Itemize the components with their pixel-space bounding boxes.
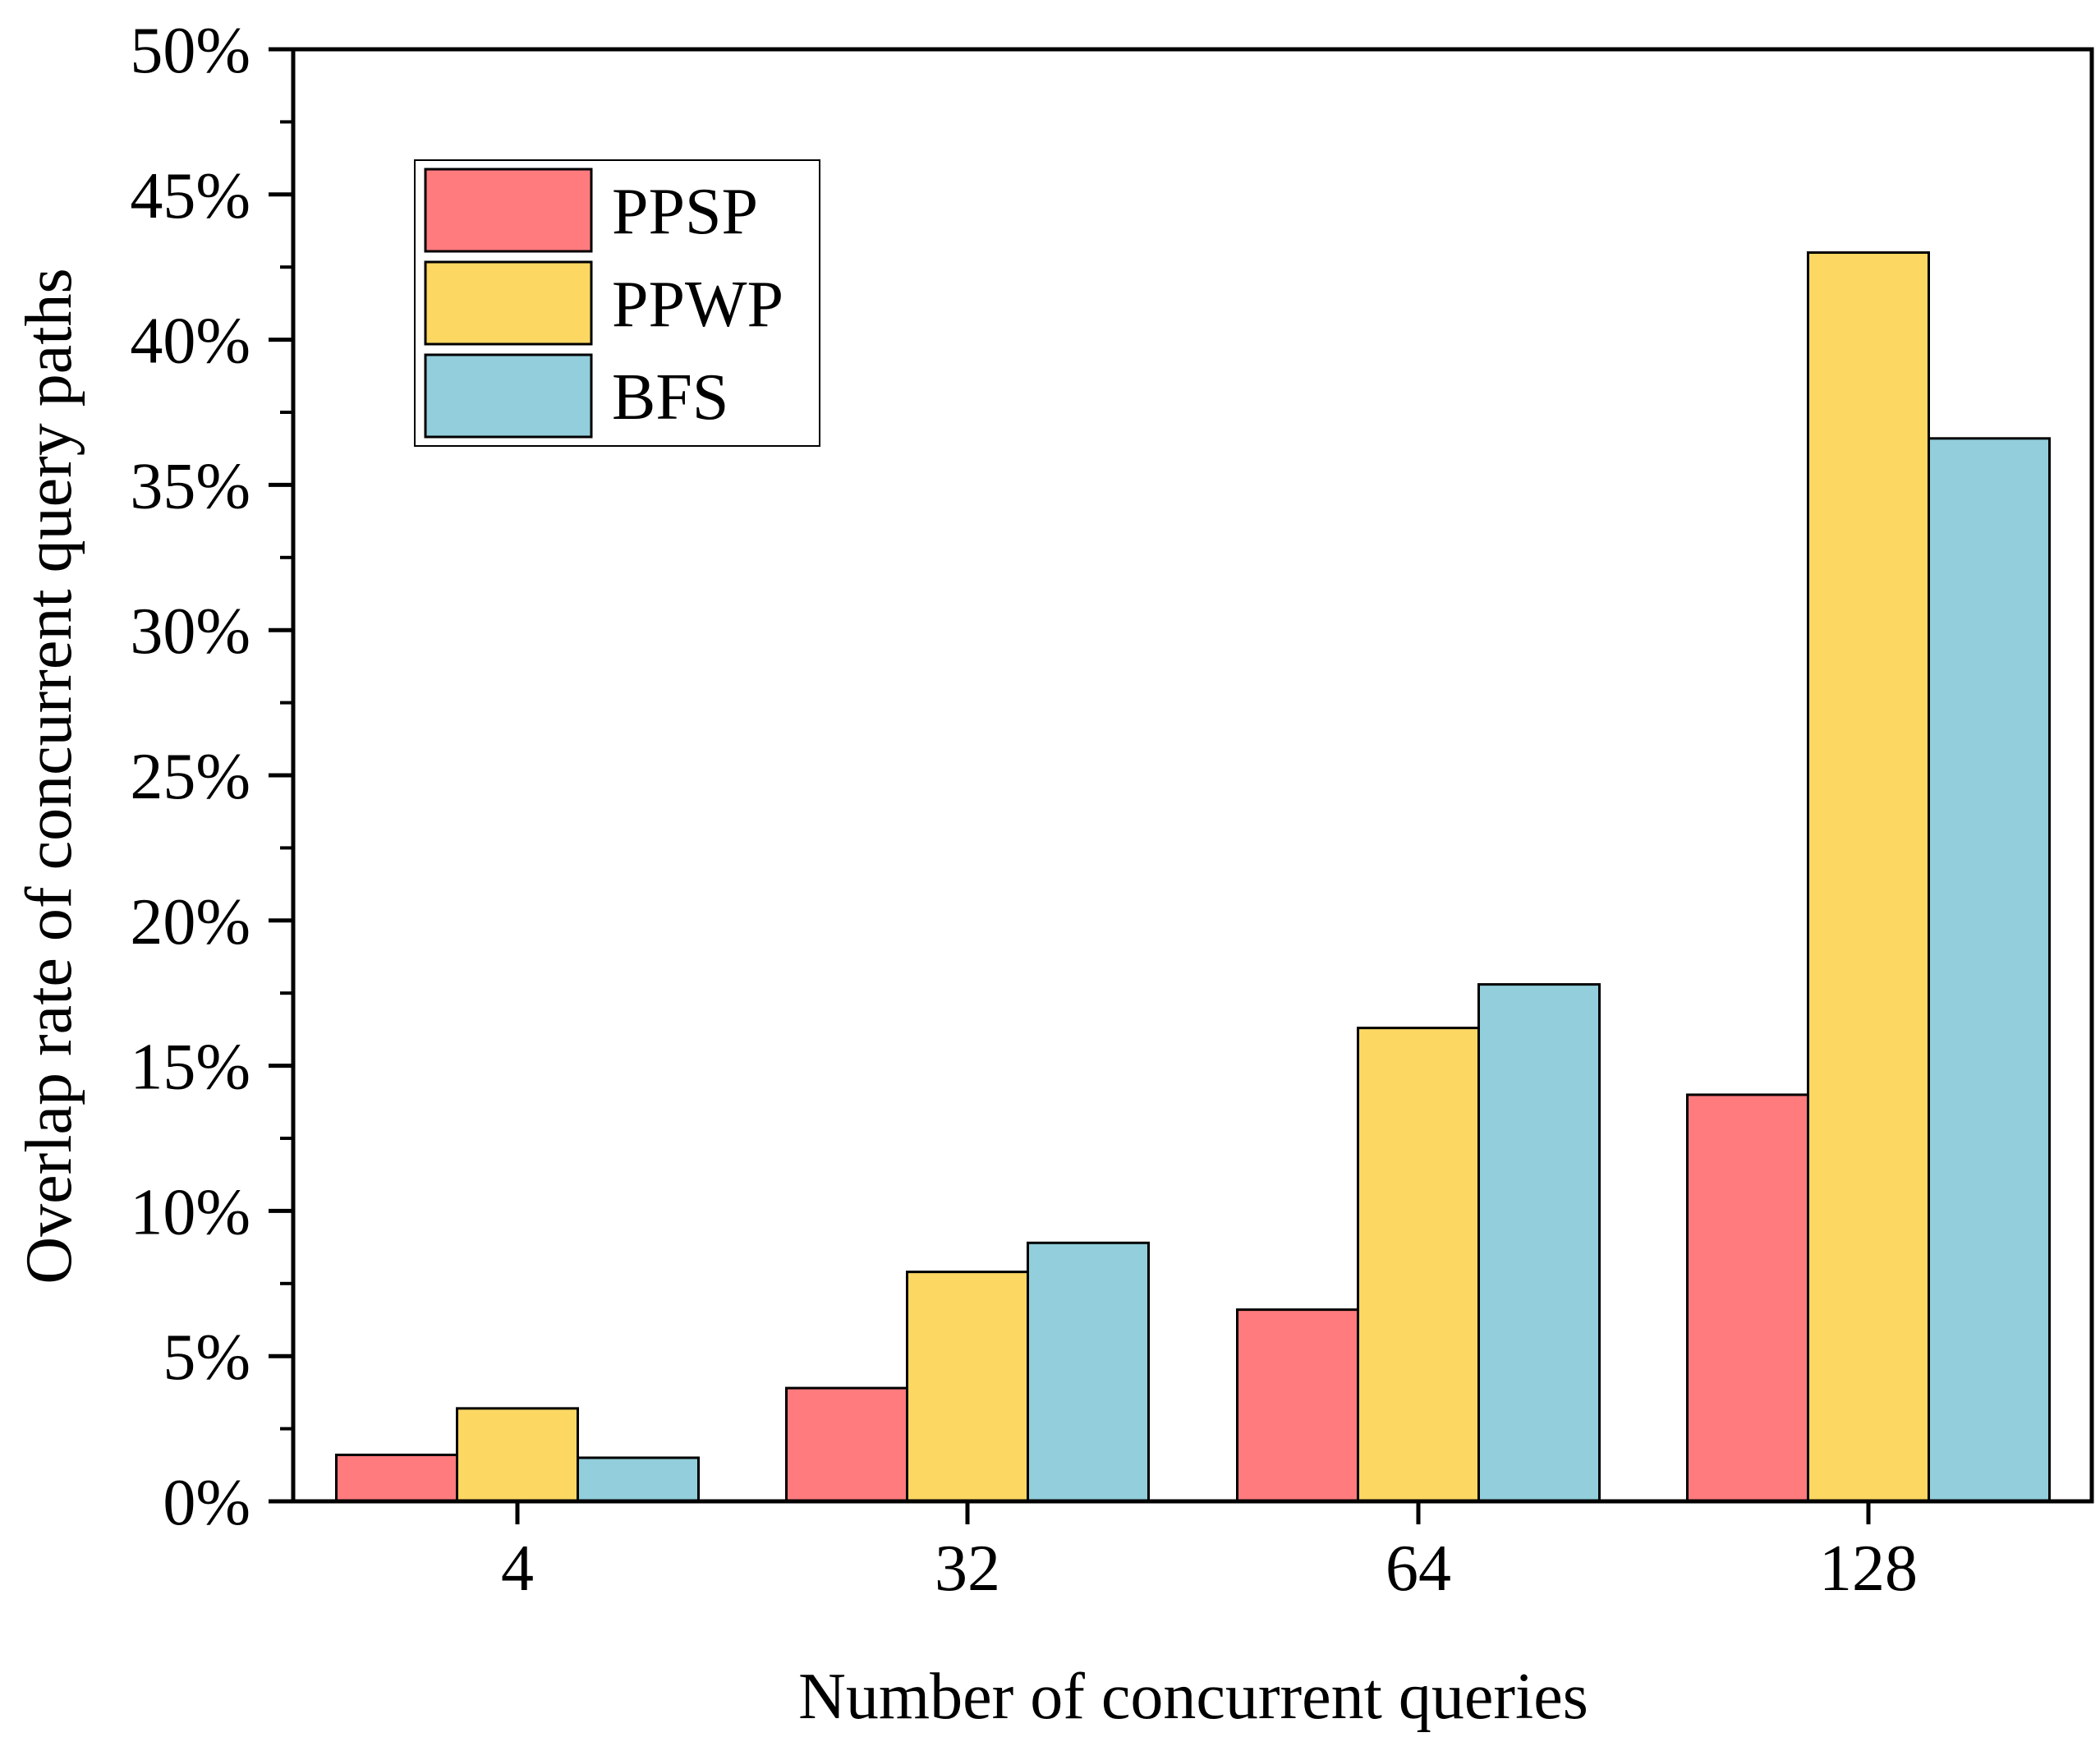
y-tick-label: 40%: [130, 306, 250, 378]
legend-swatch-ppsp: [424, 168, 593, 253]
y-tick-label: 45%: [130, 160, 250, 232]
bar-bfs-128: [1928, 437, 2051, 1503]
y-tick-label: 25%: [130, 741, 250, 813]
legend-label-ppwp: PPWP: [612, 269, 783, 341]
bar-ppsp-64: [1236, 1308, 1359, 1503]
y-tick-label: 10%: [130, 1176, 250, 1248]
legend-label-bfs: BFS: [612, 361, 728, 434]
y-tick-label: 30%: [130, 595, 250, 668]
y-tick-label: 50%: [130, 15, 250, 87]
x-tick-label: 4: [501, 1533, 534, 1605]
legend-swatch-ppwp: [424, 260, 593, 346]
x-axis-title: Number of concurrent queries: [798, 1661, 1588, 1733]
bar-bfs-32: [1027, 1241, 1150, 1503]
y-tick-label: 5%: [163, 1321, 250, 1394]
y-tick-label: 15%: [130, 1032, 250, 1104]
bars-layer: [335, 251, 2051, 1503]
legend: PPSP PPWP BFS: [414, 159, 820, 447]
bar-ppwp-32: [906, 1271, 1029, 1503]
ticks-layer: 0% 5% 10% 15% 20% 25% 30% 35% 40% 45% 50% 4 32 64 128: [130, 15, 1918, 1605]
x-tick-label: 64: [1385, 1533, 1451, 1605]
legend-label-ppsp: PPSP: [612, 176, 758, 248]
bar-ppwp-4: [456, 1407, 579, 1503]
x-tick-label: 32: [935, 1533, 1000, 1605]
bar-ppwp-128: [1807, 251, 1930, 1503]
bar-bfs-4: [577, 1456, 700, 1503]
y-axis-title: Overlap rate of concurrent query paths: [13, 268, 85, 1284]
y-tick-label: 20%: [130, 886, 250, 958]
bar-ppsp-32: [785, 1386, 908, 1503]
bar-bfs-64: [1477, 983, 1601, 1503]
y-tick-label: 35%: [130, 450, 250, 522]
y-tick-label: 0%: [163, 1467, 250, 1539]
bar-ppsp-128: [1686, 1093, 1809, 1503]
x-tick-label: 128: [1819, 1533, 1918, 1605]
bar-ppwp-64: [1357, 1027, 1480, 1503]
bar-ppsp-4: [335, 1453, 458, 1503]
legend-swatch-bfs: [424, 353, 593, 439]
